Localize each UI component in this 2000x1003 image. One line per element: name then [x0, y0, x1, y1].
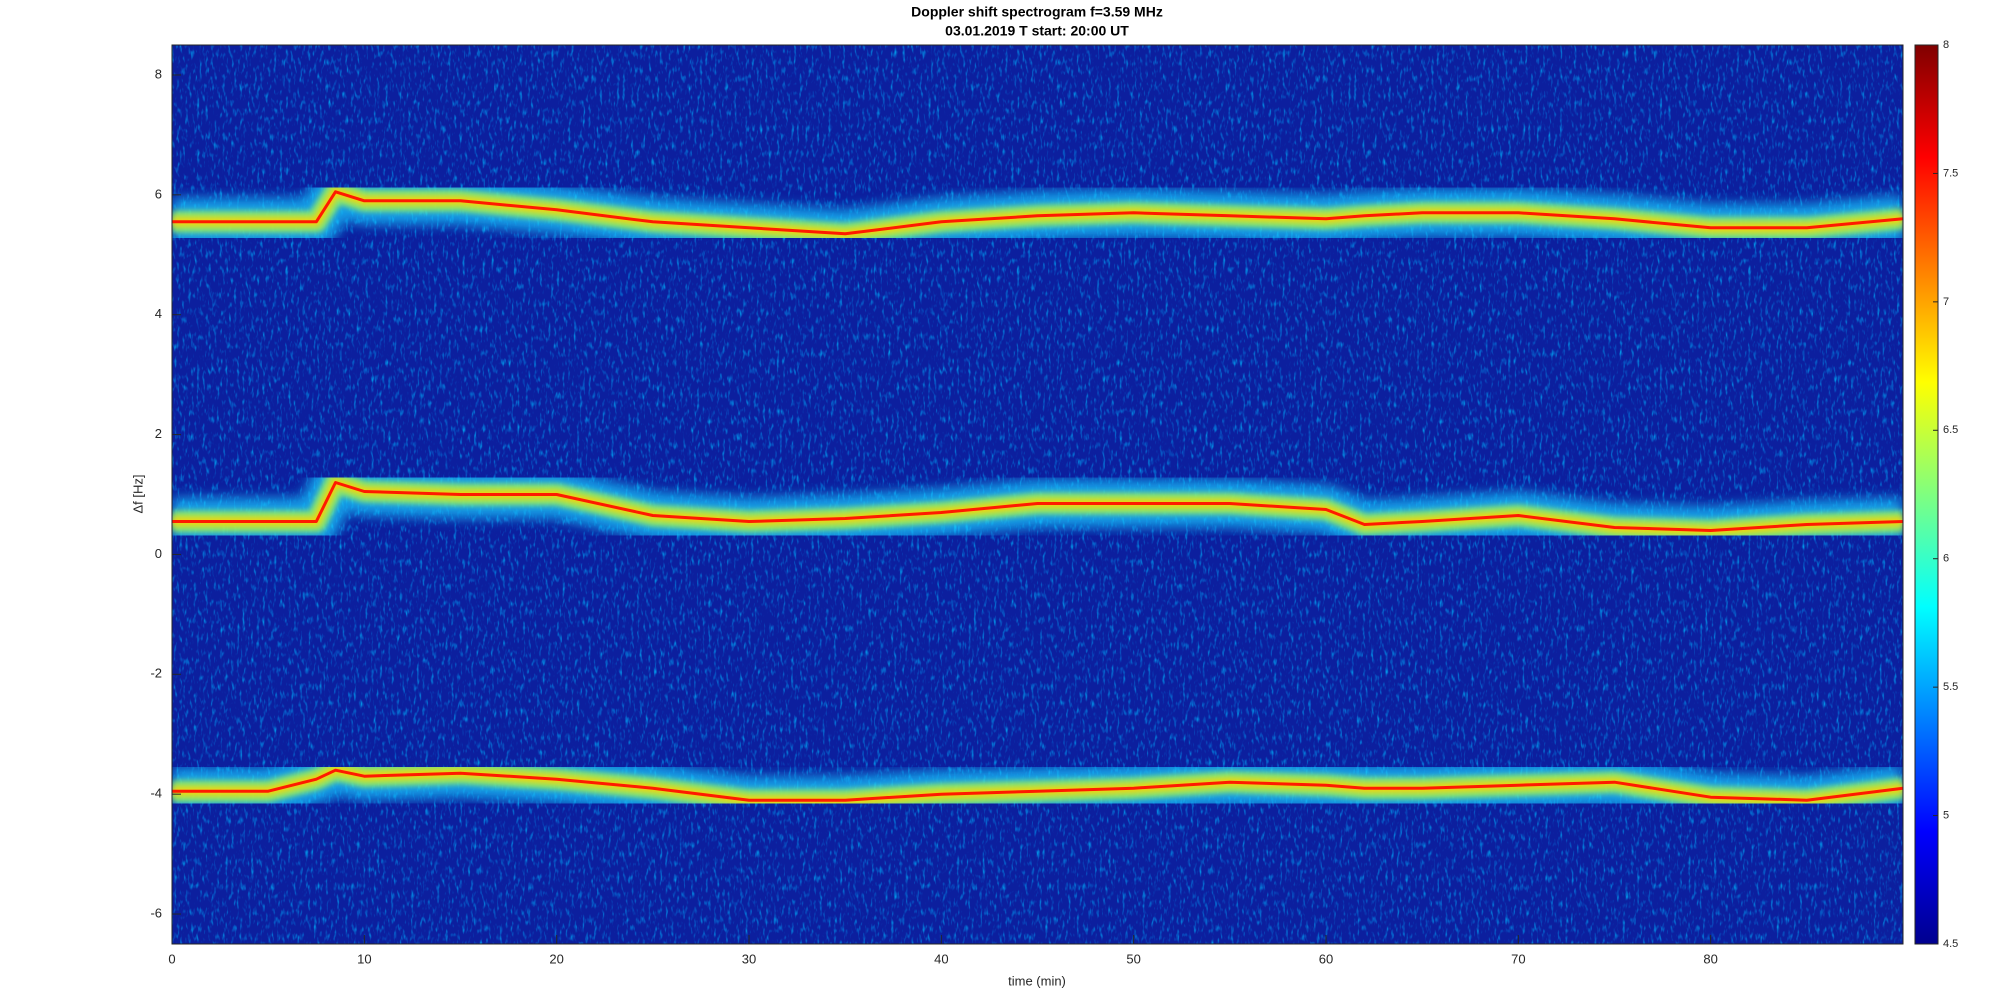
colorbar-tick-label: 5.5	[1943, 681, 1958, 693]
x-tick-label: 50	[1126, 951, 1140, 966]
colorbar-tick-label: 6	[1943, 553, 1949, 565]
y-tick-label: 4	[155, 306, 162, 321]
colorbar-tick-label: 8	[1943, 39, 1949, 51]
x-tick-label: 30	[742, 951, 756, 966]
colorbar-tick-label: 6.5	[1943, 424, 1958, 436]
y-tick-label: -2	[150, 666, 162, 681]
x-axis-label: time (min)	[1008, 973, 1066, 988]
y-tick-label: -4	[150, 786, 162, 801]
y-axis-label: Δf [Hz]	[130, 474, 145, 513]
x-tick-label: 60	[1319, 951, 1333, 966]
plot-frame	[171, 44, 1904, 945]
y-tick-label: 2	[155, 426, 162, 441]
x-tick-label: 70	[1511, 951, 1525, 966]
band-ridge	[172, 481, 1903, 532]
chart-title: Doppler shift spectrogram f=3.59 MHz	[911, 4, 1163, 20]
x-tick-label: 40	[934, 951, 948, 966]
y-tick-label: 8	[155, 66, 162, 81]
x-tick-label: 10	[357, 951, 371, 966]
colorbar-tick-label: 5	[1943, 809, 1949, 821]
band-ridge	[172, 768, 1903, 802]
plot-area	[172, 45, 1903, 944]
band-ridge	[172, 190, 1903, 236]
colorbar	[1914, 44, 1939, 945]
x-tick-label: 20	[549, 951, 563, 966]
y-tick-label: -6	[150, 905, 162, 920]
x-tick-label: 80	[1703, 951, 1717, 966]
chart-subtitle: 03.01.2019 T start: 20:00 UT	[945, 23, 1129, 39]
colorbar-tick-label: 7	[1943, 296, 1949, 308]
y-tick-label: 6	[155, 186, 162, 201]
x-tick-label: 0	[168, 951, 175, 966]
colorbar-tick-label: 7.5	[1943, 167, 1958, 179]
y-tick-label: 0	[155, 546, 162, 561]
colorbar-tick-label: 4.5	[1943, 938, 1958, 950]
